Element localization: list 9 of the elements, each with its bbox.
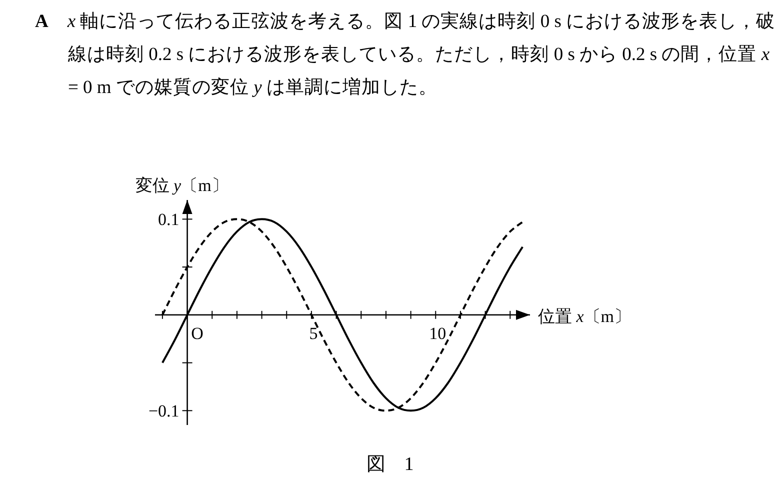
chart-title: A x 軸に沿って伝わる正弦波を考える。図 1 の実線は時刻 0 s における波形を表し，破線は時刻 0.2 s における波形を表している。ただし，時刻 0 s から 0.2 s の間，位置 x = 0 m での媒質の変位 y は単調に増加した。 <box>35 12 776 98</box>
y-axis-title: 変位 y〔m〕 <box>135 176 228 195</box>
x-axis-title: 位置 x〔m〕 <box>538 306 632 326</box>
y-tick-label: −0.1 <box>148 402 180 421</box>
x-tick-label: 10 <box>429 324 446 343</box>
caption: 図 1 <box>366 454 414 475</box>
y-tick-label: 0.1 <box>158 210 180 230</box>
x-tick-label: 5 <box>309 324 318 343</box>
x-tick-label: O <box>191 324 204 343</box>
